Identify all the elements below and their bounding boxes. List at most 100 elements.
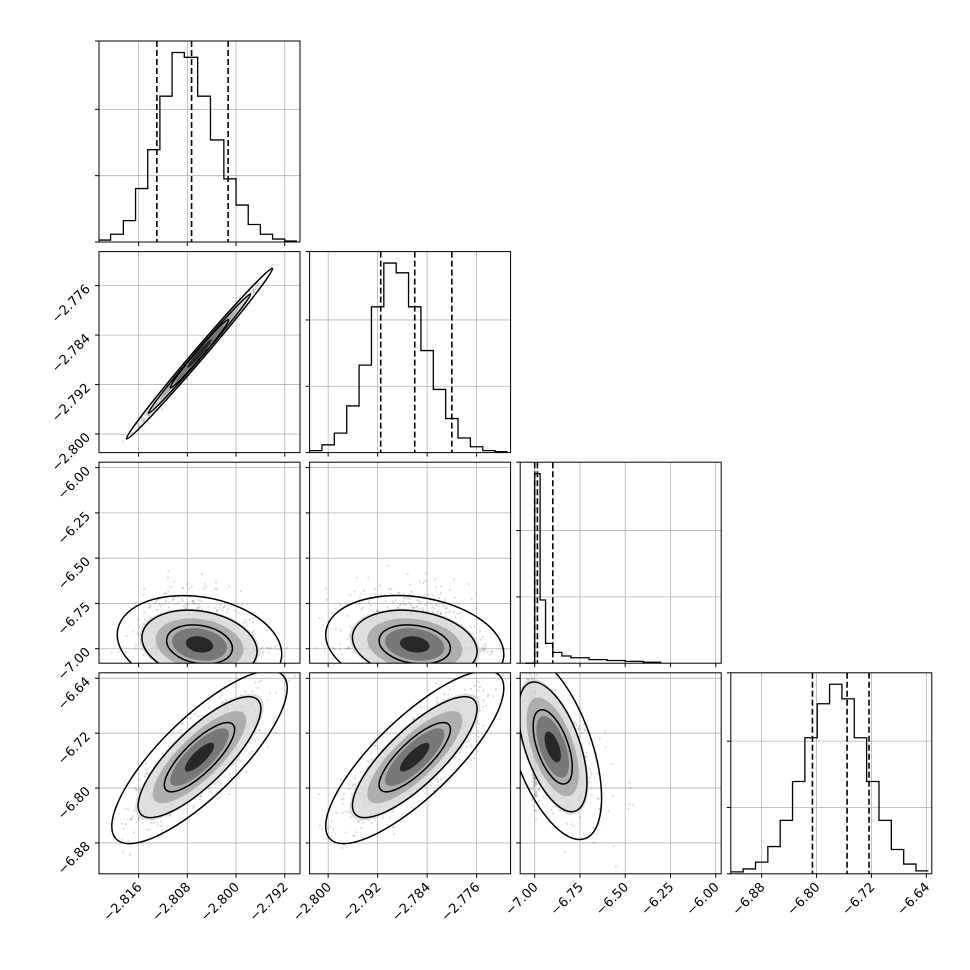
sample-point xyxy=(490,651,493,654)
sample-point xyxy=(128,853,131,856)
sample-point xyxy=(334,648,337,651)
sample-point xyxy=(131,815,134,818)
sample-point xyxy=(396,606,400,609)
sample-point xyxy=(192,804,195,808)
sample-point xyxy=(124,823,127,826)
sample-point xyxy=(214,587,217,590)
sample-point xyxy=(314,646,317,650)
sample-point xyxy=(223,605,226,608)
sample-point xyxy=(192,599,195,603)
sample-point xyxy=(401,812,404,815)
sample-point xyxy=(362,589,365,593)
sample-point xyxy=(318,617,321,620)
sample-point xyxy=(411,604,414,607)
sample-point xyxy=(439,613,443,616)
sample-point xyxy=(134,643,137,646)
sample-point xyxy=(348,647,351,650)
sample-point xyxy=(241,604,244,607)
sample-point xyxy=(164,602,167,605)
sample-point xyxy=(129,818,132,821)
sample-point xyxy=(213,606,216,609)
sample-point xyxy=(473,684,476,688)
panel-content xyxy=(99,251,300,453)
sample-point xyxy=(215,610,219,613)
panel-frame xyxy=(98,251,301,454)
sample-point xyxy=(404,597,407,600)
sample-point xyxy=(440,778,443,782)
sample-point xyxy=(148,606,151,609)
sample-point xyxy=(203,582,206,585)
sample-point xyxy=(260,647,263,650)
histogram-step-2 xyxy=(525,473,662,664)
sample-point xyxy=(331,611,334,614)
sample-point xyxy=(360,608,363,611)
sample-point xyxy=(228,793,231,796)
sample-point xyxy=(124,807,127,811)
contour-line xyxy=(324,594,505,664)
sample-point xyxy=(272,717,275,720)
sample-point xyxy=(389,587,393,591)
sample-point xyxy=(266,646,269,649)
sample-point xyxy=(382,816,385,819)
sample-point xyxy=(477,680,480,683)
sample-point xyxy=(197,606,201,610)
sample-point xyxy=(137,788,140,791)
sample-point xyxy=(436,696,439,699)
sample-point xyxy=(440,611,443,614)
sample-point xyxy=(387,564,390,567)
sample-point xyxy=(473,625,476,628)
sample-point xyxy=(417,799,421,803)
panel-frame xyxy=(730,672,933,875)
sample-point xyxy=(373,592,376,596)
sample-point xyxy=(188,587,191,590)
sample-point xyxy=(415,604,419,608)
sample-point xyxy=(141,420,144,423)
density-panel-1-2 xyxy=(309,461,512,664)
sample-point xyxy=(180,722,183,726)
sample-point xyxy=(261,646,264,649)
sample-point xyxy=(187,603,190,606)
sample-point xyxy=(348,787,351,791)
sample-point xyxy=(215,608,218,612)
sample-point xyxy=(392,601,395,605)
sample-point xyxy=(424,579,427,583)
sample-point xyxy=(277,648,280,651)
sample-point xyxy=(228,773,231,776)
sample-point xyxy=(410,806,413,809)
sample-point xyxy=(252,289,255,292)
sample-point xyxy=(244,618,247,621)
sample-point xyxy=(432,789,435,792)
sample-point xyxy=(406,597,409,600)
histogram-step-0 xyxy=(99,51,297,242)
sample-point xyxy=(254,286,257,289)
sample-point xyxy=(454,616,457,619)
sample-point xyxy=(260,679,263,683)
sample-point xyxy=(334,607,337,610)
sample-point xyxy=(409,603,412,606)
sample-point xyxy=(477,689,480,692)
sample-point xyxy=(402,597,405,600)
sample-point xyxy=(344,647,347,651)
sample-point xyxy=(435,603,438,606)
sample-point xyxy=(122,827,125,830)
sample-point xyxy=(163,592,166,595)
sample-point xyxy=(368,819,371,822)
sample-point xyxy=(340,653,343,656)
sample-point xyxy=(181,586,184,589)
sample-point xyxy=(396,606,400,609)
sample-point xyxy=(266,646,269,650)
sample-point xyxy=(147,414,150,417)
sample-point xyxy=(266,745,269,748)
density-panel-0-2 xyxy=(98,461,301,664)
sample-point xyxy=(181,722,184,725)
sample-point xyxy=(407,601,410,604)
sample-point xyxy=(277,631,280,634)
sample-point xyxy=(408,583,411,586)
sample-point xyxy=(268,692,272,695)
sample-point xyxy=(347,646,350,649)
sample-point xyxy=(204,585,207,588)
sample-point xyxy=(186,582,189,586)
sample-point xyxy=(221,693,224,697)
sample-point xyxy=(424,603,427,607)
